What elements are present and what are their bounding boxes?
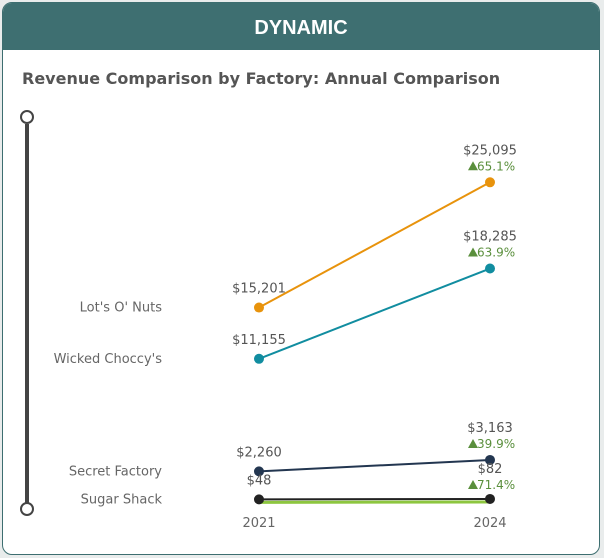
- data-point[interactable]: [485, 493, 495, 504]
- data-label: $2,260: [236, 445, 282, 460]
- change-label: 65.1%: [477, 159, 515, 173]
- up-arrow-icon: [468, 247, 478, 257]
- series-name-label: Sugar Shack: [81, 492, 163, 507]
- up-arrow-icon: [468, 438, 478, 448]
- series-name-label: Wicked Choccy's: [54, 352, 163, 367]
- header-title: DYNAMIC: [3, 3, 599, 50]
- data-label: $11,155: [232, 333, 286, 348]
- up-arrow-icon: [468, 161, 478, 171]
- series-line: [258, 267, 491, 360]
- x-tick-label: 2024: [473, 516, 506, 531]
- data-point[interactable]: [254, 494, 264, 505]
- data-point[interactable]: [485, 177, 495, 188]
- data-point[interactable]: [485, 454, 495, 465]
- data-label: $25,095: [463, 143, 517, 158]
- series-name-label: Lot's O' Nuts: [80, 301, 163, 316]
- change-label: 71.4%: [477, 478, 515, 492]
- data-point[interactable]: [254, 466, 264, 477]
- slider-handle-top[interactable]: [20, 110, 34, 124]
- change-label: 39.9%: [477, 437, 515, 451]
- change-label: 63.9%: [477, 246, 515, 260]
- data-point[interactable]: [485, 263, 495, 274]
- data-label: $3,163: [467, 421, 513, 436]
- chart-title: Revenue Comparison by Factory: Annual Co…: [22, 69, 501, 88]
- series-line: [258, 458, 491, 473]
- slider-handle-bottom[interactable]: [20, 502, 34, 516]
- series-line: [258, 181, 491, 309]
- data-label: $48: [247, 473, 272, 488]
- data-label: $15,201: [232, 282, 286, 297]
- x-tick-label: 2021: [242, 516, 275, 531]
- up-arrow-icon: [468, 479, 478, 489]
- data-label: $82: [478, 462, 503, 477]
- data-point[interactable]: [254, 353, 264, 364]
- data-label: $18,285: [463, 230, 517, 245]
- series-name-label: Secret Factory: [69, 464, 162, 479]
- data-point[interactable]: [254, 302, 264, 313]
